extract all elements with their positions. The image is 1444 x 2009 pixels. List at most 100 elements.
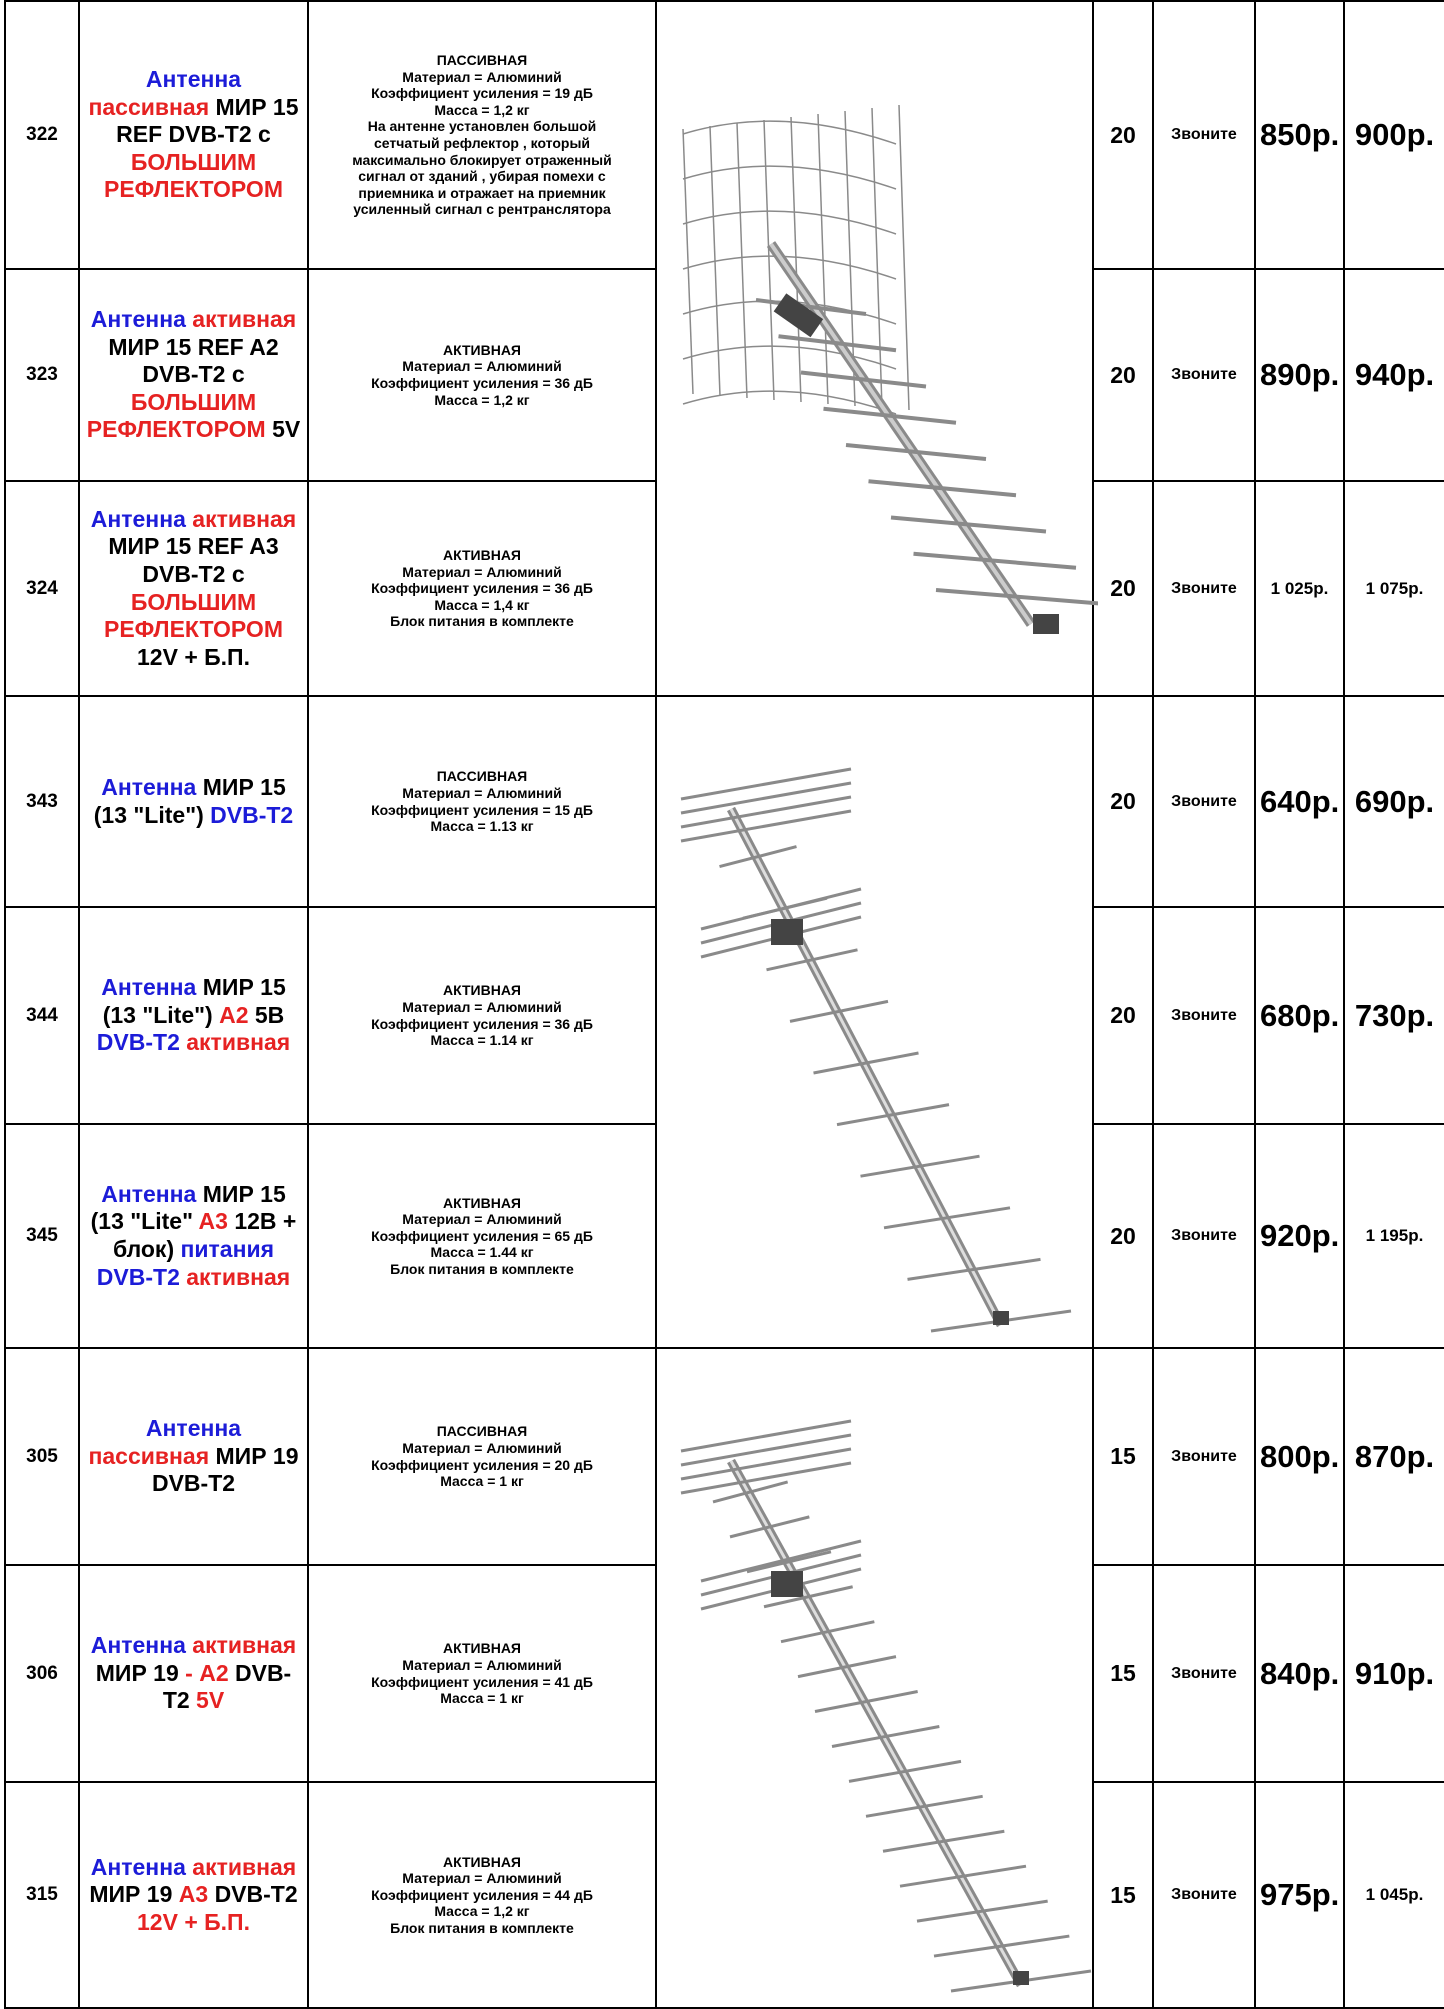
product-name-part: Антенна [145,66,242,93]
spec-line: Коэффициент усиления = 19 дБ [371,85,593,102]
table-row: 324 Антенна активная МИР 15 REF A3 DVB-T2… [4,480,1444,697]
product-name-part: DVB-T2 [210,801,294,828]
spec-line: максимально блокирует отраженный [352,151,612,168]
spec-line: Коэффициент усиления = 44 дБ [371,1886,593,1903]
quantity: 15 [1092,1781,1154,2009]
spec-line: ПАССИВНАЯ [436,52,528,69]
call-label: Звоните [1152,1564,1256,1783]
product-code: 324 [4,480,80,697]
spec-line: Масса = 1,2 кг [434,101,530,118]
price-wholesale: 1 025р. [1254,480,1345,697]
product-specs: ПАССИВНАЯ Материал = Алюминий Коэффициент … [307,1347,657,1566]
spec-line: Материал = Алюминий [402,784,562,801]
antenna-mir15-ref-image [655,0,1098,697]
table-row: 323 Антенна активная МИР 15 REF A2 DVB-T2… [4,268,1444,482]
product-name-part: 5В [254,1001,285,1028]
product-code: 306 [4,1564,80,1783]
spec-line: сигнал от зданий , убирая помехи с [358,168,606,185]
product-specs: АКТИВНАЯ Материал = Алюминий Коэффициент у… [307,480,657,697]
spec-line: Масса = 1.44 кг [430,1244,534,1261]
price-retail: 730р. [1343,906,1444,1125]
quantity: 15 [1092,1564,1154,1783]
spec-line: Коэффициент усиления = 15 дБ [371,801,593,818]
price-wholesale: 800р. [1254,1347,1345,1566]
spec-line: Масса = 1 кг [440,1473,524,1490]
product-name-part: A3 [198,1208,228,1235]
spec-line: Материал = Алюминий [402,1439,562,1456]
price-wholesale: 975р. [1254,1781,1345,2009]
price-retail: 1 195р. [1343,1123,1444,1349]
price-wholesale: 890р. [1254,268,1345,482]
spec-line: усиленный сигнал с рентранслятора [353,201,611,218]
product-specs: АКТИВНАЯ Материал = Алюминий Коэффициент у… [307,1123,657,1349]
spec-line: АКТИВНАЯ [442,547,521,564]
table-row: 315 Антенна активная МИР 19 A3 DVB-T2 12V… [4,1781,1444,2009]
spec-line: Материал = Алюминий [402,1870,562,1887]
product-name: Антенна активная МИР 19 - A2 DVB-T2 5V [78,1564,309,1783]
product-name: Антенна активная МИР 15 REF A3 DVB-T2 с … [78,480,309,697]
product-name-part: активная [192,306,297,333]
product-name-part: пассивная [88,93,210,120]
product-name-part: 5V [196,1687,225,1714]
product-name-part: МИР 15 REF DVB-T2 с [116,93,299,148]
product-name-part: МИР 15 (13 "Lite") [102,974,286,1028]
call-label: Звоните [1152,1347,1256,1566]
price-retail: 1 075р. [1343,480,1444,697]
price-wholesale: 640р. [1254,695,1345,908]
product-name-part: БОЛЬШИМ РЕФЛЕКТОРОМ [104,148,283,203]
call-label: Звоните [1152,0,1256,270]
product-name-part: МИР 19 [95,1659,179,1686]
spec-line: Масса = 1.13 кг [430,818,534,835]
spec-line: Коэффициент усиления = 36 дБ [371,1015,593,1032]
product-name: Антенна активная МИР 19 A3 DVB-T2 12V + … [78,1781,309,2009]
product-specs: АКТИВНАЯ Материал = Алюминий Коэффициент у… [307,906,657,1125]
spec-line: Масса = 1 кг [440,1690,524,1707]
spec-line: Масса = 1,2 кг [434,391,530,408]
price-retail: 910р. [1343,1564,1444,1783]
table-row: 306 Антенна активная МИР 19 - A2 DVB-T2 5… [4,1564,1444,1783]
product-specs: АКТИВНАЯ Материал = Алюминий Коэффициент у… [307,268,657,482]
spec-line: Коэффициент усиления = 41 дБ [371,1673,593,1690]
product-name-part: Антенна [145,1415,242,1442]
spec-line: АКТИВНАЯ [442,1853,521,1870]
call-label: Звоните [1152,1123,1256,1349]
quantity: 20 [1092,0,1154,270]
quantity: 15 [1092,1347,1154,1566]
product-name: Антенна МИР 15 (13 "Lite") DVB-T2 [78,695,309,908]
price-retail: 690р. [1343,695,1444,908]
spec-line: Материал = Алюминий [402,1656,562,1673]
spec-line: Коэффициент усиления = 20 дБ [371,1456,593,1473]
product-name-part: БОЛЬШИМ РЕФЛЕКТОРОМ [104,588,283,643]
spec-line: Материал = Алюминий [402,563,562,580]
price-wholesale: 680р. [1254,906,1345,1125]
table-row: 343 Антенна МИР 15 (13 "Lite") DVB-T2 ПАСС… [4,695,1444,1349]
spec-line: Блок питания в комплекте [390,1919,574,1936]
spec-line: Материал = Алюминий [402,358,562,375]
product-name: Антенна пассивная МИР 15 REF DVB-T2 с БО… [78,0,309,270]
product-name-part: активная [186,1263,291,1290]
price-retail: 940р. [1343,268,1444,482]
product-name-part: активная [192,1853,297,1880]
product-name-part: 5V [272,416,301,443]
table-row: 344 Антенна МИР 15 (13 "Lite") A2 5В DVB-… [4,906,1444,1125]
spec-line: Блок питания в комплекте [390,1260,574,1277]
price-wholesale: 850р. [1254,0,1345,270]
product-name-part: DVB-T2 [96,1029,180,1056]
spec-line: АКТИВНАЯ [442,341,521,358]
product-name: Антенна МИР 15 (13 "Lite" A3 12В + блок)… [78,1123,309,1349]
product-name: Антенна активная МИР 15 REF A2 DVB-T2 с … [78,268,309,482]
product-name-part: МИР 15 REF A2 DVB-T2 с [108,333,279,388]
price-wholesale: 920р. [1254,1123,1345,1349]
product-name-part: 12V + Б.П. [137,1908,250,1935]
product-name-part: активная [192,505,297,532]
spec-line: Коэффициент усиления = 65 дБ [371,1227,593,1244]
product-name-part: 12В + блок) [112,1208,297,1262]
call-label: Звоните [1152,906,1256,1125]
antenna-image [680,767,1072,1333]
price-retail: 1 045р. [1343,1781,1444,2009]
table-row: 305 Антенна пассивная МИР 19 DVB-T2 ПАССИВ… [4,1347,1444,2009]
product-code: 323 [4,268,80,482]
spec-line: Масса = 1.14 кг [430,1032,534,1049]
spec-line: Материал = Алюминий [402,1211,562,1228]
product-name-part: Антенна [101,974,197,1001]
